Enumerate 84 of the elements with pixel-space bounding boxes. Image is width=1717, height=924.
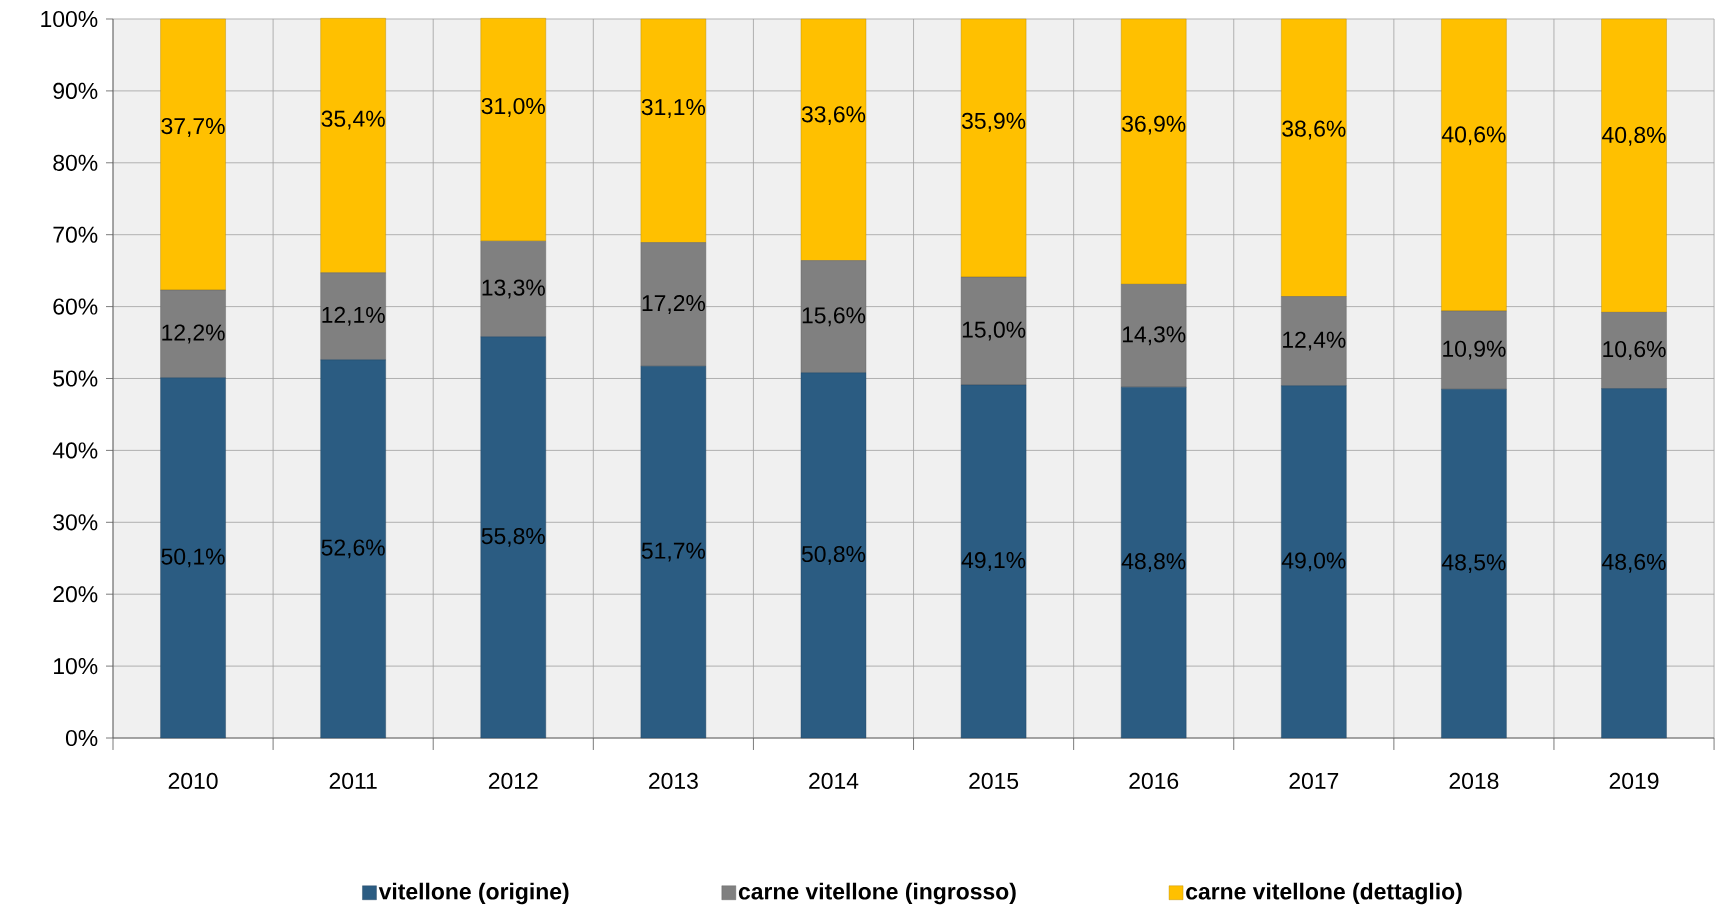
data-label: 35,4% (321, 110, 385, 130)
data-label: 55,8% (481, 527, 545, 547)
data-label: 40,6% (1441, 126, 1506, 146)
data-label: 48,5% (1441, 554, 1506, 574)
bar (800, 18, 867, 261)
data-label: 51,7% (641, 542, 706, 562)
data-label: 40,8% (1602, 126, 1666, 146)
data-label: 50,1% (161, 548, 225, 568)
bar (1281, 296, 1347, 386)
data-label: 49,1% (961, 552, 1026, 571)
data-label: 38,6% (1282, 120, 1346, 140)
bar (160, 289, 226, 378)
x-tick-label: 2012 (488, 772, 538, 790)
x-tick-label: 2016 (1129, 772, 1179, 790)
x-tick-label: 2011 (329, 772, 377, 790)
data-label: 48,8% (1121, 553, 1186, 573)
data-label: 31,1% (641, 98, 706, 118)
bar (640, 242, 707, 367)
y-tick-label: 50% (53, 370, 98, 387)
bar (1441, 310, 1507, 390)
data-label: 17,2% (642, 294, 706, 314)
bar (640, 18, 707, 243)
data-label: 50,8% (801, 545, 866, 565)
legend-label: carne vitellone (dettaglio) (1186, 882, 1462, 905)
bar (1441, 389, 1507, 739)
y-tick-label: 0% (65, 729, 98, 747)
bar (1441, 18, 1507, 312)
x-tick-label: 2017 (1289, 772, 1339, 790)
bar (480, 18, 546, 242)
data-label: 13,3% (482, 279, 545, 299)
x-tick-label: 2014 (809, 772, 859, 790)
bar (800, 372, 867, 739)
y-tick-label: 10% (54, 657, 98, 675)
data-label: 10,9% (1443, 340, 1506, 360)
x-tick-label: 2015 (969, 772, 1019, 790)
bar (800, 260, 867, 373)
x-tick-label: 2018 (1449, 772, 1499, 790)
data-label: 36,9% (1122, 115, 1186, 135)
y-tick-label: 80% (53, 154, 98, 171)
y-tick-label: 60% (53, 298, 98, 315)
x-tick-label: 2019 (1609, 772, 1659, 790)
data-label: 15,0% (962, 321, 1026, 341)
bar (480, 240, 546, 337)
bar (1601, 312, 1667, 389)
data-label: 35,9% (961, 112, 1026, 132)
bar (1121, 284, 1187, 388)
data-label: 15,6% (802, 307, 866, 327)
data-label: 12,1% (322, 306, 385, 326)
bar (1601, 388, 1667, 739)
bar (320, 359, 386, 739)
bar (320, 272, 386, 360)
bar (1121, 18, 1187, 285)
y-tick-label: 100% (41, 10, 98, 28)
y-tick-label: 40% (52, 442, 98, 459)
data-label: 33,6% (801, 106, 866, 126)
bar (960, 276, 1027, 386)
bar (960, 384, 1027, 739)
y-tick-label: 70% (53, 226, 98, 243)
x-tick-label: 2013 (649, 772, 698, 790)
bar (640, 366, 707, 739)
legend-label: vitellone (origine) (378, 882, 569, 905)
data-label: 12,4% (1283, 331, 1346, 351)
data-label: 48,6% (1602, 553, 1666, 573)
bar (960, 18, 1027, 278)
data-label: 31,0% (481, 97, 545, 117)
bar (1601, 18, 1667, 313)
bar (160, 377, 226, 739)
y-tick-label: 30% (53, 514, 98, 531)
data-label: 49,0% (1281, 552, 1346, 572)
bar (1281, 18, 1347, 297)
bar (480, 336, 546, 739)
bar (320, 18, 386, 273)
bar (1281, 385, 1347, 739)
data-label: 52,6% (321, 539, 385, 559)
y-tick-label: 90% (53, 82, 98, 99)
x-tick-label: 2010 (168, 772, 218, 790)
data-label: 37,7% (161, 117, 225, 137)
bar (160, 18, 226, 291)
y-tick-label: 20% (53, 586, 98, 603)
legend-label: carne vitellone (ingrosso) (738, 882, 1016, 905)
bar (1121, 386, 1187, 739)
data-label: 14,3% (1122, 326, 1186, 346)
data-label: 12,2% (162, 324, 225, 344)
data-label: 10,6% (1603, 340, 1666, 360)
